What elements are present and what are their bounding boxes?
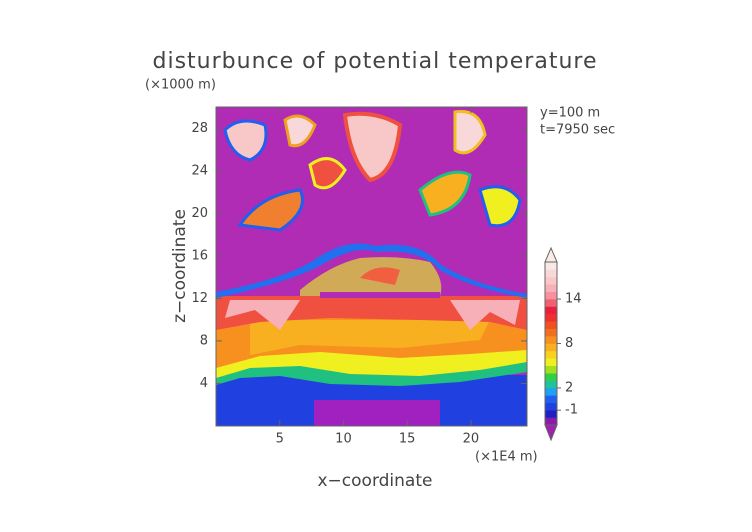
y-tick-label: 16 [191, 248, 208, 263]
plot-frame [215, 106, 528, 427]
colorbar-segment [545, 269, 557, 278]
annotation: t=7950 sec [540, 123, 615, 138]
colorbar-under [544, 424, 558, 442]
colorbar-segment [545, 291, 557, 300]
colorbar-segment [545, 299, 557, 307]
colorbar-segment [545, 373, 557, 381]
x-axis-label: x−coordinate [318, 471, 433, 491]
colorbar-segment [545, 380, 557, 389]
y-tick-label: 8 [200, 333, 208, 348]
colorbar-segment [545, 402, 557, 411]
colorbar-over [544, 246, 558, 263]
chart-title: disturbunce of potential temperature [153, 49, 598, 74]
colorbar-segment [545, 262, 557, 270]
y-tick-label: 24 [191, 163, 208, 178]
y-tick-label: 28 [191, 121, 208, 136]
x-tick-label: 15 [399, 432, 416, 447]
y-tick-label: 12 [191, 291, 208, 306]
colorbar-tick-label: 14 [565, 292, 582, 307]
colorbar-segment [545, 306, 557, 315]
y-tick-label: 20 [191, 206, 208, 221]
colorbar-segment [545, 313, 557, 322]
colorbar-segment [545, 358, 557, 367]
colorbar-segment [545, 387, 557, 396]
colorbar-segment [545, 395, 557, 404]
x-tick-label: 10 [335, 432, 352, 447]
colorbar-tick-label: 8 [565, 336, 573, 351]
colorbar-tick-label: -1 [565, 403, 578, 418]
colorbar-segment [545, 410, 557, 418]
x-tick-label: 5 [276, 432, 284, 447]
colorbar-segment [545, 276, 557, 285]
colorbar-segment [545, 336, 557, 344]
colorbar-segment [545, 350, 557, 359]
colorbar-segment [545, 321, 557, 329]
colorbar-segment [545, 343, 557, 352]
x-tick-label: 20 [463, 432, 480, 447]
x-unit-label: (×1E4 m) [475, 450, 538, 465]
contour-field [216, 107, 527, 426]
y-unit-label: (×1000 m) [145, 78, 216, 93]
y-axis-label: z−coordinate [170, 209, 190, 323]
colorbar-segment [545, 417, 557, 426]
colorbar-segment [545, 284, 557, 292]
colorbar-tick-label: 2 [565, 380, 573, 395]
y-tick-label: 4 [200, 376, 208, 391]
colorbar-segment [545, 365, 557, 374]
annotation: y=100 m [540, 106, 600, 121]
colorbar-segment [545, 328, 557, 337]
